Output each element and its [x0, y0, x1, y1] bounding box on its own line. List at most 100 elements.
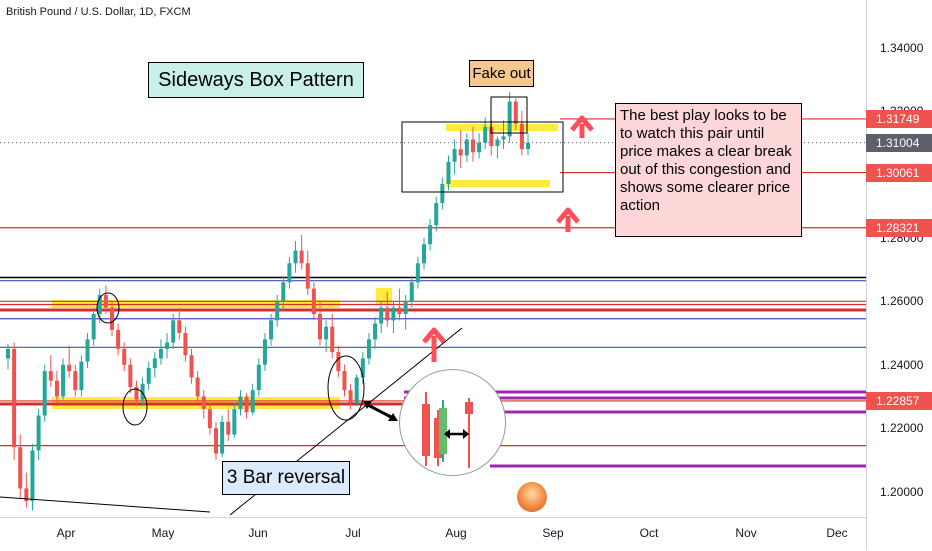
date-tick: Sep	[542, 526, 564, 540]
candle-body	[299, 250, 304, 264]
candle-body	[36, 415, 41, 451]
candle-body	[318, 314, 322, 340]
price-axis[interactable]	[866, 0, 932, 550]
candle-body	[18, 447, 23, 489]
candles	[6, 91, 530, 511]
candle-body	[79, 361, 84, 391]
candle-body	[409, 282, 414, 302]
candle	[207, 402, 212, 435]
candle	[42, 364, 47, 422]
congestion-box	[401, 121, 564, 193]
candle	[226, 409, 231, 441]
candle	[134, 380, 139, 406]
candle	[483, 117, 488, 150]
candle-body	[422, 244, 426, 264]
date-tick: Jul	[345, 526, 361, 540]
symbol-title: British Pound / U.S. Dollar, 1D, FXCM	[6, 6, 191, 18]
candle-body	[385, 307, 390, 321]
candle-body	[91, 314, 96, 340]
candle-body	[256, 364, 261, 391]
candle-body	[220, 421, 225, 454]
price-label: 1.28321	[866, 218, 932, 237]
candle-body	[391, 307, 396, 321]
candle	[299, 234, 304, 270]
candle	[293, 241, 298, 273]
date-axis[interactable]	[0, 517, 866, 551]
candle-body	[140, 383, 145, 400]
candle-body	[226, 421, 231, 435]
candle-body	[519, 123, 524, 150]
fake-out-box	[490, 96, 528, 134]
candle-body	[324, 326, 329, 340]
candle	[269, 314, 274, 346]
date-tick: Aug	[445, 526, 467, 540]
circle-top-left	[96, 292, 120, 324]
candle-body	[287, 263, 292, 283]
date-tick: Oct	[639, 526, 659, 540]
candle-body	[464, 139, 469, 156]
price-label: 1.31004	[866, 133, 932, 152]
candle	[385, 291, 390, 327]
candle	[305, 250, 310, 295]
candle	[379, 301, 384, 334]
candle	[452, 139, 457, 175]
candle-body	[146, 367, 151, 384]
inset-bar-1	[422, 404, 430, 456]
candle	[18, 434, 23, 498]
candle	[12, 342, 17, 460]
candle-body	[275, 301, 280, 321]
candle-body	[311, 288, 316, 315]
candle-body	[501, 136, 506, 140]
candle-body	[158, 348, 163, 359]
candle-body	[330, 326, 335, 353]
candle	[201, 390, 206, 419]
candle-body	[348, 390, 353, 403]
candle	[189, 348, 194, 384]
candle-body	[207, 409, 212, 429]
price-label: 1.31749	[866, 109, 932, 128]
candle-body	[336, 352, 341, 372]
candle-body	[24, 488, 29, 502]
candle	[366, 333, 371, 365]
candle-body	[183, 333, 188, 356]
candle	[128, 358, 133, 394]
candle	[244, 393, 249, 419]
candle-body	[470, 139, 475, 153]
box-bottom-band	[446, 180, 550, 187]
candle-body	[440, 183, 445, 203]
candle-body	[171, 320, 176, 343]
candle-body	[214, 428, 218, 454]
candle	[214, 421, 218, 460]
candle	[409, 275, 414, 308]
candle	[262, 333, 267, 372]
candle-body	[293, 250, 298, 264]
candle	[281, 275, 286, 311]
candle	[507, 91, 512, 143]
candle	[146, 361, 151, 391]
candle	[501, 120, 506, 150]
candle	[330, 314, 335, 359]
reversal-inset-circle	[399, 369, 506, 476]
candle-body	[262, 339, 267, 365]
candle-body	[397, 307, 402, 315]
candle-body	[446, 161, 451, 184]
candle-body	[73, 371, 78, 391]
candle	[54, 371, 59, 403]
candle	[391, 301, 396, 334]
candle-body	[238, 396, 243, 410]
candle	[122, 342, 127, 372]
inset-bar-3	[439, 408, 447, 454]
candle	[79, 355, 84, 397]
candle	[422, 237, 426, 270]
candle	[24, 472, 29, 508]
candle-body	[54, 380, 59, 397]
candle	[434, 196, 439, 232]
candle-body	[452, 149, 457, 162]
candle-body	[195, 377, 200, 397]
candle	[158, 339, 163, 365]
circle-reversal	[327, 355, 365, 421]
price-tick: 1.20000	[880, 484, 924, 499]
candle-body	[12, 348, 17, 448]
candle	[348, 383, 353, 410]
price-tick: 1.26000	[880, 294, 924, 309]
